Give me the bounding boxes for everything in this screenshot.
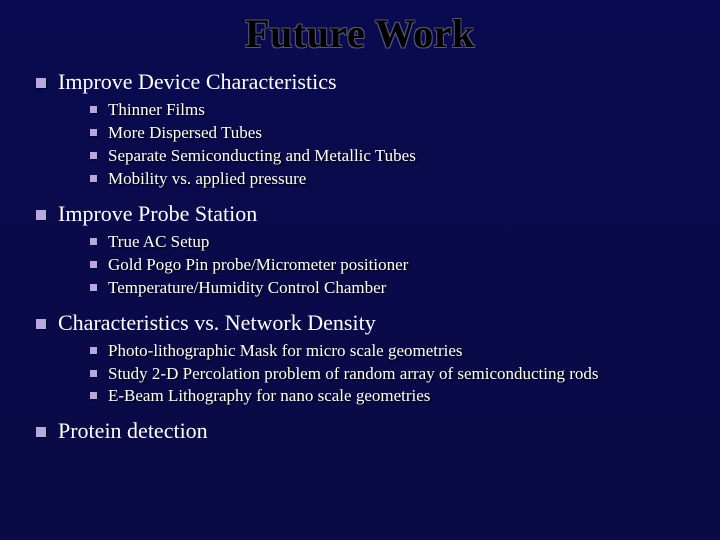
list-item-text: Protein detection: [58, 418, 208, 443]
sub-list-item: Gold Pogo Pin probe/Micrometer positione…: [86, 254, 690, 277]
sub-list: Photo-lithographic Mask for micro scale …: [86, 340, 690, 409]
list-item-text: Characteristics vs. Network Density: [58, 310, 376, 335]
sub-list: Thinner Films More Dispersed Tubes Separ…: [86, 99, 690, 191]
slide-title: Future Work: [30, 10, 690, 57]
slide: Future Work Improve Device Characteristi…: [0, 0, 720, 540]
sub-list-item: Photo-lithographic Mask for micro scale …: [86, 340, 690, 363]
sub-list-item: Mobility vs. applied pressure: [86, 168, 690, 191]
sub-list: True AC Setup Gold Pogo Pin probe/Microm…: [86, 231, 690, 300]
list-item: Protein detection: [30, 418, 690, 444]
sub-list-item: Thinner Films: [86, 99, 690, 122]
list-item: Characteristics vs. Network Density Phot…: [30, 310, 690, 409]
list-item-text: Improve Device Characteristics: [58, 69, 337, 94]
sub-list-item: Study 2-D Percolation problem of random …: [86, 363, 690, 386]
sub-list-item: True AC Setup: [86, 231, 690, 254]
sub-list-item: Separate Semiconducting and Metallic Tub…: [86, 145, 690, 168]
bullet-list: Improve Device Characteristics Thinner F…: [30, 69, 690, 444]
list-item-text: Improve Probe Station: [58, 201, 257, 226]
sub-list-item: More Dispersed Tubes: [86, 122, 690, 145]
list-item: Improve Probe Station True AC Setup Gold…: [30, 201, 690, 300]
sub-list-item: Temperature/Humidity Control Chamber: [86, 277, 690, 300]
sub-list-item: E-Beam Lithography for nano scale geomet…: [86, 385, 690, 408]
list-item: Improve Device Characteristics Thinner F…: [30, 69, 690, 191]
